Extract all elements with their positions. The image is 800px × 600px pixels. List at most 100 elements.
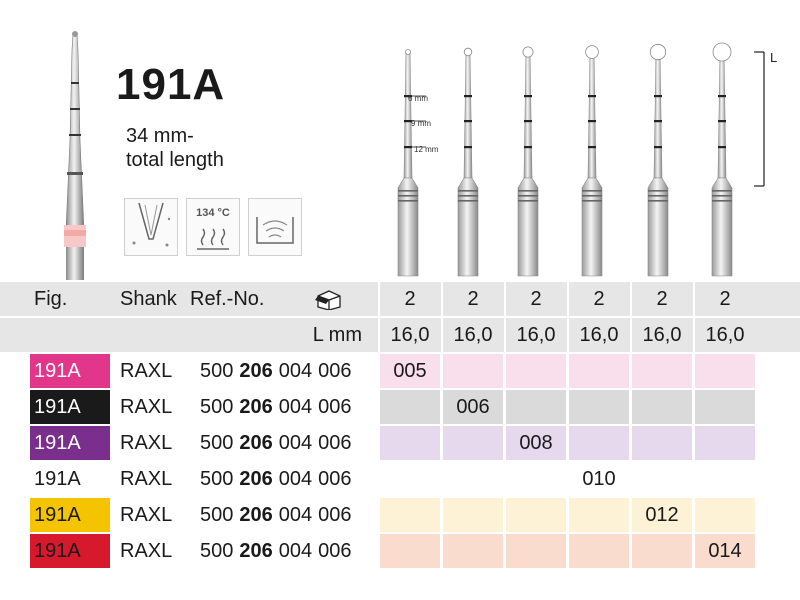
diagram-file-part xyxy=(588,120,596,123)
fig-cell: 191A xyxy=(30,390,110,424)
mark-9mm-label: 9 mm xyxy=(411,119,431,128)
diagram-file-part xyxy=(518,200,538,202)
length-value-2: 16,0 xyxy=(441,318,503,352)
diagram-file-part xyxy=(588,95,596,98)
product-row: 191A RAXL 500 206 004 006 010 xyxy=(0,462,800,496)
ref-part: 206 xyxy=(239,431,273,454)
diagram-file-part xyxy=(648,200,668,202)
size-cell xyxy=(378,462,440,496)
autoclave-temp-label: 134 °C xyxy=(196,207,230,219)
size-cell xyxy=(504,462,566,496)
product-row: 191A RAXL 500 206 004 006 014 xyxy=(0,534,800,568)
ref-part: 004 xyxy=(278,503,313,526)
diagram-file-part xyxy=(463,51,473,179)
diagram-file-part xyxy=(712,200,732,202)
ref-part: 206 xyxy=(239,539,273,562)
diagram-file-part xyxy=(458,195,478,197)
fig-cell: 191A xyxy=(30,462,110,496)
diagram-file-part xyxy=(587,51,597,179)
pack-size-3: 2 xyxy=(504,282,566,316)
diagram-file-part xyxy=(718,146,726,149)
shank-cell: RAXL xyxy=(120,503,173,526)
diagram-file-part xyxy=(588,146,596,149)
size-cell xyxy=(504,390,566,424)
ref-part: 206 xyxy=(239,359,273,382)
size-value: 010 xyxy=(567,462,629,496)
diagram-file-part xyxy=(654,146,662,149)
ref-part: 006 xyxy=(318,467,352,490)
diagram-file-part xyxy=(458,200,478,202)
fig-cell: 191A xyxy=(30,426,110,460)
size-cell xyxy=(567,534,629,568)
diagram-file-part xyxy=(404,120,412,123)
length-value-6: 16,0 xyxy=(693,318,755,352)
size-cell xyxy=(567,390,629,424)
diagram-file-part xyxy=(522,46,534,58)
length-label: L xyxy=(770,50,777,65)
size-cell xyxy=(441,534,503,568)
diagram-file-part xyxy=(582,200,602,202)
diagram-file-part xyxy=(463,47,473,57)
diagram-file-part xyxy=(404,95,412,98)
ref-part: 006 xyxy=(318,503,352,526)
size-cell xyxy=(693,462,755,496)
fig-cell: 191A xyxy=(30,534,110,568)
pack-size-5: 2 xyxy=(630,282,692,316)
subtitle-line-2: total length xyxy=(126,149,224,171)
size-diagram: 6 mm 9 mm 12 mm L xyxy=(397,42,777,277)
product-row: 191A RAXL 500 206 004 006 012 xyxy=(0,498,800,532)
ref-part: 004 xyxy=(278,539,313,562)
diagram-file-part xyxy=(654,120,662,123)
diagram-file-part xyxy=(464,146,472,149)
col-shank-header: Shank xyxy=(120,287,177,310)
diagram-file-part xyxy=(718,95,726,98)
size-cell xyxy=(630,390,692,424)
diagram-file-part xyxy=(653,51,663,179)
lmm-label: L mm xyxy=(312,323,362,346)
diagram-file-part xyxy=(718,120,726,123)
product-title: 191A xyxy=(116,60,226,109)
size-cell xyxy=(693,354,755,388)
ref-number: 500 206 004 006 xyxy=(196,354,372,388)
diagram-file-part xyxy=(712,190,732,192)
ultrasonic-bath-icon xyxy=(248,198,302,256)
ref-number: 500 206 004 006 xyxy=(196,426,372,460)
size-cell xyxy=(504,534,566,568)
size-cell xyxy=(378,498,440,532)
col-fig-header: Fig. xyxy=(34,287,68,310)
subtitle-line-1: 34 mm- xyxy=(126,125,194,147)
size-cell xyxy=(693,426,755,460)
file-instrument-image xyxy=(64,31,86,280)
mark-6mm-label: 6 mm xyxy=(408,94,428,103)
mark-12mm-label: 12 mm xyxy=(414,145,439,154)
size-cell xyxy=(630,426,692,460)
pack-size-1: 2 xyxy=(378,282,440,316)
ref-part: 500 xyxy=(200,395,234,418)
diagram-file-part xyxy=(712,195,732,197)
diagram-file-part xyxy=(458,190,478,192)
diagram-file-part xyxy=(648,190,668,192)
pack-size-6: 2 xyxy=(693,282,755,316)
diagram-file-part xyxy=(397,177,419,277)
pack-size-4: 2 xyxy=(567,282,629,316)
diagram-file-part xyxy=(517,177,539,277)
ref-part: 004 xyxy=(278,467,313,490)
size-cell xyxy=(567,426,629,460)
root-canal-icon xyxy=(124,198,178,256)
diagram-file-part xyxy=(518,190,538,192)
size-cell xyxy=(630,354,692,388)
size-value: 005 xyxy=(378,354,440,388)
size-value: 012 xyxy=(630,498,692,532)
diagram-file-part xyxy=(647,177,669,277)
length-row: L mm 16,0 16,0 16,0 16,0 16,0 16,0 xyxy=(0,318,800,352)
size-cell xyxy=(567,498,629,532)
package-box-icon xyxy=(312,282,346,316)
product-row: 191A RAXL 500 206 004 006 006 xyxy=(0,390,800,424)
fig-cell: 191A xyxy=(30,354,110,388)
size-cell xyxy=(630,462,692,496)
ref-part: 206 xyxy=(239,395,273,418)
diagram-file-part xyxy=(518,195,538,197)
product-row: 191A RAXL 500 206 004 006 008 xyxy=(0,426,800,460)
diagram-file-part xyxy=(398,190,418,192)
length-value-4: 16,0 xyxy=(567,318,629,352)
